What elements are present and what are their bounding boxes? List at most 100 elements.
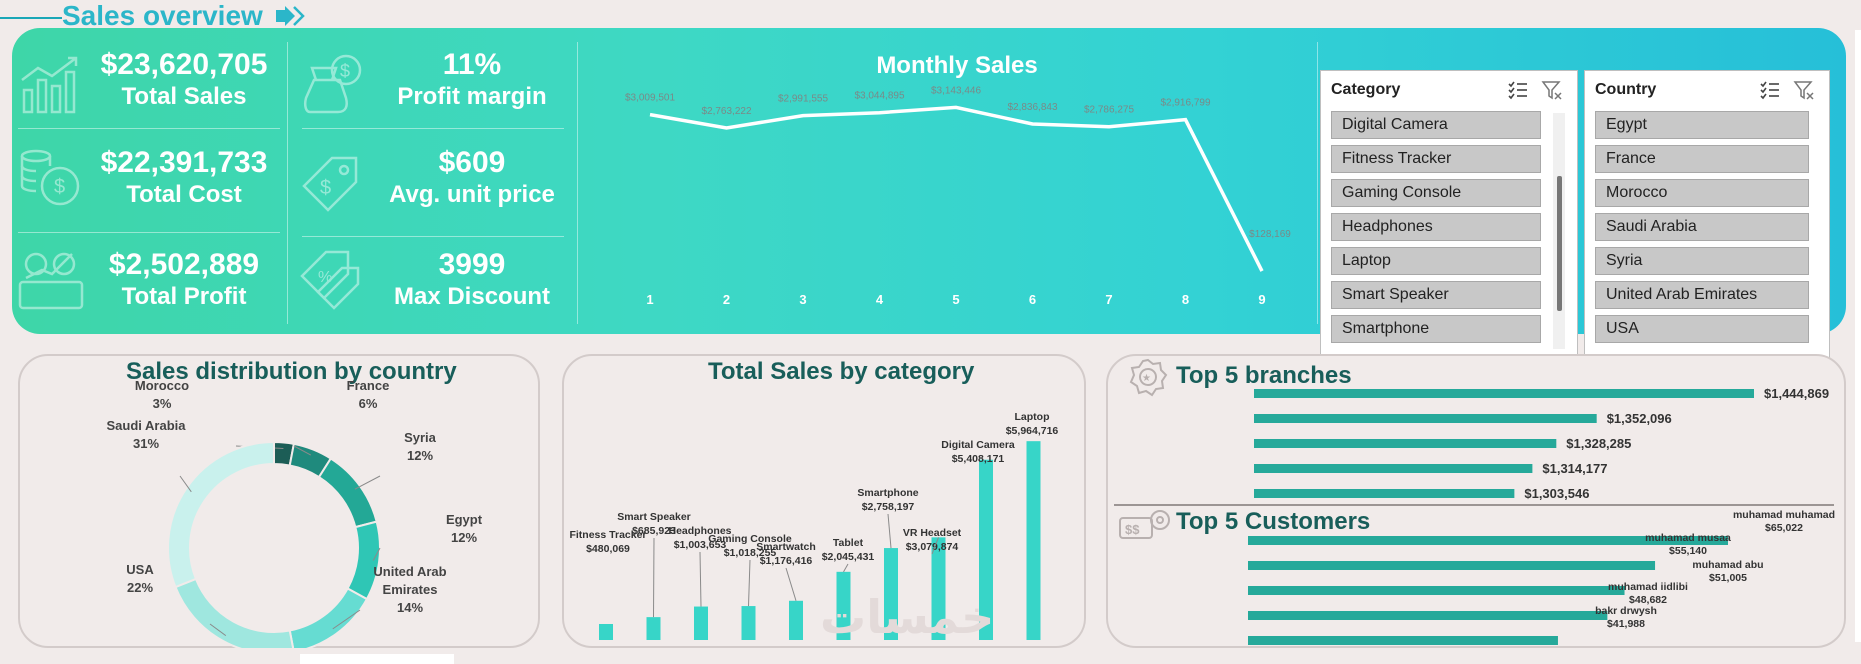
customer-bar <box>1248 586 1625 595</box>
slicer-item[interactable]: Smartphone <box>1331 315 1541 343</box>
profit-growth-icon <box>18 252 84 310</box>
bar-category-label: Gaming Console <box>708 533 792 545</box>
slicer-scroll-thumb[interactable] <box>1557 176 1562 311</box>
leader-line <box>354 475 381 490</box>
divider <box>302 128 564 129</box>
x-tick-label: 1 <box>646 292 653 307</box>
branch-bar <box>1254 439 1557 448</box>
category-slicer: Category Digital Camera Fitness Tracker Ga… <box>1320 70 1578 358</box>
bar-category-label: Fitness Tracker <box>569 529 646 541</box>
branch-bar <box>1254 389 1754 398</box>
multi-select-icon[interactable] <box>1507 79 1529 101</box>
slicer-item[interactable]: Egypt <box>1595 111 1809 139</box>
card-title: Sales distribution by country <box>126 358 457 385</box>
clear-filter-icon[interactable] <box>1541 79 1563 101</box>
slicer-item[interactable]: Saudi Arabia <box>1595 213 1809 241</box>
series-line <box>649 105 1264 272</box>
money-gear-icon: $$ <box>1119 510 1170 539</box>
divider <box>18 232 280 233</box>
slicer-item[interactable]: Digital Camera <box>1331 111 1541 139</box>
divider <box>1317 42 1318 324</box>
x-tick-label: 8 <box>1182 292 1189 307</box>
slice-name: France <box>347 378 390 393</box>
category-bar <box>599 623 613 640</box>
bar-value-label: $2,045,431 <box>822 551 875 563</box>
branch-value-label: $1,303,546 <box>1524 486 1589 501</box>
leader-line <box>699 551 702 607</box>
bar-category-label: Laptop <box>1015 411 1050 423</box>
bar-category-label: Tablet <box>833 537 864 549</box>
x-tick-label: 4 <box>876 292 884 307</box>
slice-percent: 31% <box>133 436 159 451</box>
bar-value-label: $480,069 <box>586 543 630 555</box>
data-label: $3,143,446 <box>931 85 981 96</box>
slice-percent: 12% <box>451 530 477 545</box>
slicer-item[interactable]: Fitness Tracker <box>1331 145 1541 173</box>
multi-select-icon[interactable] <box>1759 79 1781 101</box>
slicer-item[interactable]: France <box>1595 145 1809 173</box>
window-edge <box>1855 30 1861 642</box>
customer-name-label: muhamad muhamad <box>1733 509 1835 521</box>
category-bar-chart: Fitness Tracker $480,069 Smart Speaker $685… <box>569 411 1058 640</box>
kpi-label: Total Sales <box>121 83 247 110</box>
slicer-item[interactable]: Morocco <box>1595 179 1809 207</box>
customer-bar <box>1248 611 1608 620</box>
price-tag-icon: $ <box>302 156 358 212</box>
card-title: Total Sales by category <box>708 358 975 385</box>
category-bar <box>931 537 946 640</box>
svg-text:$: $ <box>340 61 350 81</box>
svg-text:$$: $$ <box>1125 522 1140 537</box>
svg-text:★: ★ <box>1142 373 1151 384</box>
slicer-item[interactable]: Headphones <box>1331 213 1541 241</box>
top-lists-bars: $1,444,869 $1,352,096 $1,328,285 $1,314,177… <box>1248 386 1835 645</box>
branch-value-label: $1,328,285 <box>1566 436 1631 451</box>
customer-name-label: muhamad abu <box>1692 559 1763 571</box>
slicer-item[interactable]: Gaming Console <box>1331 179 1541 207</box>
kpi-value: $23,620,705 <box>100 48 268 81</box>
slicer-item[interactable]: USA <box>1595 315 1809 343</box>
customer-name-label: bakr drwysh <box>1595 605 1657 617</box>
slicer-item[interactable]: Smart Speaker <box>1331 281 1541 309</box>
award-badge-icon: ★ <box>1129 358 1168 397</box>
kpi-total-profit: $2,502,889 Total Profit <box>74 248 294 312</box>
branch-value-label: $1,444,869 <box>1764 386 1829 401</box>
country-distribution-card: Sales distribution by country Morocco 3% F… <box>18 354 540 648</box>
money-bag-icon: $ <box>303 54 362 114</box>
divider <box>18 128 280 129</box>
section-divider <box>1114 504 1834 506</box>
slice-name: USA <box>126 562 154 577</box>
leader-line <box>179 475 192 493</box>
clear-filter-icon[interactable] <box>1793 79 1815 101</box>
bar-value-label: $5,408,171 <box>952 453 1005 465</box>
category-bar <box>741 606 756 640</box>
slicer-item[interactable]: United Arab Emirates <box>1595 281 1809 309</box>
card-title: Top 5 Customers <box>1176 508 1371 535</box>
slicer-title: Country <box>1595 81 1657 98</box>
leader-line <box>931 537 939 555</box>
leader-line <box>843 563 849 573</box>
slicer-item[interactable]: Laptop <box>1331 247 1541 275</box>
customer-name-label: muhamad musaa <box>1645 532 1731 544</box>
page-title: Sales overview <box>62 0 263 31</box>
svg-text:$: $ <box>320 177 331 199</box>
slice-name: Morocco <box>135 378 189 393</box>
slice-name: Saudi Arabia <box>107 418 187 433</box>
leader-line <box>372 547 381 561</box>
double-arrow-icon <box>276 6 305 26</box>
data-label: $3,044,895 <box>854 91 904 102</box>
slicer-item[interactable]: Syria <box>1595 247 1809 275</box>
branch-bar <box>1254 414 1597 423</box>
kpi-value: $2,502,889 <box>108 248 260 281</box>
card-title: Top 5 branches <box>1176 362 1352 389</box>
bar-category-label: Smart Speaker <box>617 511 691 523</box>
donut-slice <box>346 520 381 601</box>
customer-value-label: $65,022 <box>1765 522 1803 534</box>
sheet-tab-strip[interactable] <box>300 654 454 664</box>
divider <box>287 42 288 324</box>
x-tick-label: 9 <box>1258 292 1265 307</box>
svg-text:$: $ <box>54 176 65 198</box>
bar-value-label: $2,758,197 <box>862 501 915 513</box>
category-bar <box>884 548 898 640</box>
chart-title: Monthly Sales <box>876 52 1037 79</box>
leader-line <box>209 623 227 637</box>
